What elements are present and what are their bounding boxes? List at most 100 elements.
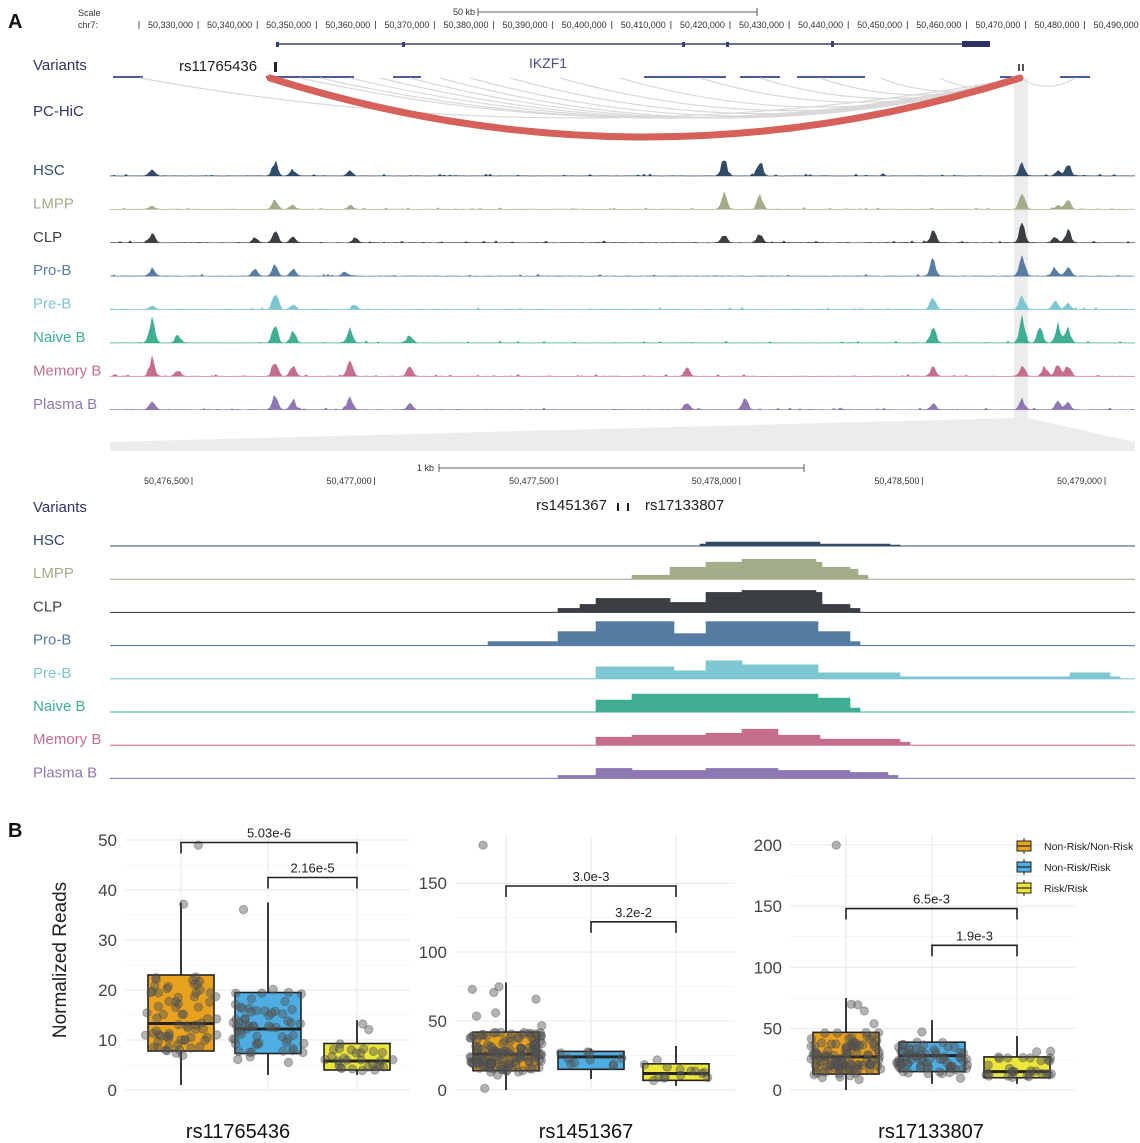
data-point [503,1048,513,1058]
data-point [653,1072,664,1083]
data-point [496,1027,506,1038]
data-point [506,1029,517,1039]
data-point [841,1049,851,1059]
data-point [556,1048,566,1058]
boxplot-rs11765436: 0 10 20 30 40 50 5.03e-6 2.16e-5 rs11765436 [98,826,410,1143]
y-tick-label: 20 [98,981,117,1000]
data-point [497,1049,507,1059]
data-point [178,1009,189,1019]
data-point [488,1064,499,1074]
data-point [497,1054,507,1064]
data-point [837,1064,848,1075]
data-point [473,1055,483,1065]
zoom-track-label: Naive B [33,698,86,715]
data-point [523,1028,533,1039]
data-point [1024,1071,1034,1082]
data-point [815,1052,825,1063]
data-point [925,1053,935,1064]
data-point [358,1019,368,1029]
data-point [471,1041,481,1052]
zoom-scale-label: 1 kb [417,463,434,473]
data-point [245,1052,255,1062]
zoom-track-signal [110,590,1135,613]
data-point [358,1044,369,1054]
data-point [900,1056,910,1066]
data-point [848,1041,859,1051]
data-point [608,1061,618,1071]
data-point [150,981,160,991]
data-point [465,1033,475,1043]
data-point [378,1062,389,1072]
data-point [235,1002,246,1012]
data-point [260,1006,270,1016]
data-point [251,1006,262,1016]
data-point [524,1042,535,1053]
data-point [834,1068,844,1079]
data-point [228,1018,239,1028]
data-point [335,1039,345,1049]
data-point [844,1065,854,1075]
data-point [608,1059,619,1069]
data-point [368,1060,378,1070]
data-point [993,1052,1004,1062]
y-tick-label: 100 [754,958,782,977]
data-point [504,1060,514,1070]
data-point [328,1044,339,1055]
data-point [902,1060,912,1070]
data-point [513,1067,524,1077]
data-point [845,1059,855,1070]
data-point [854,1074,864,1085]
data-point [189,979,199,990]
data-point [493,1055,504,1065]
data-point [937,1069,947,1079]
data-point [471,1011,482,1021]
data-point [893,1057,903,1068]
data-point [151,1026,162,1036]
data-point [529,1039,539,1050]
data-point [490,1046,500,1056]
data-point [1031,1066,1041,1076]
data-point [174,1045,185,1055]
significance-bracket [180,841,358,854]
data-point [176,1035,186,1045]
data-point [246,994,257,1004]
data-point [171,997,181,1007]
y-tick-label: 150 [754,897,782,916]
tick-label: 50,450,000 [857,20,902,30]
data-point [920,1049,930,1059]
data-point [660,1072,670,1082]
ikzf1-gene-model [276,41,990,47]
data-point [515,1052,525,1062]
data-point [502,1057,513,1068]
zoom-track-label: HSC [33,532,65,549]
data-point [864,1060,875,1070]
data-point [690,1066,700,1076]
data-point [230,999,241,1010]
data-point [810,1041,820,1051]
data-point [153,988,164,998]
data-point [482,1050,492,1060]
data-point [158,1009,168,1020]
data-point [355,1048,366,1058]
data-point [485,1041,496,1052]
y-tick-label: 50 [763,1020,782,1039]
data-point [480,1083,490,1094]
data-point [844,1033,854,1044]
data-point [841,1042,851,1053]
data-point [1008,1067,1018,1077]
data-point [569,1058,580,1068]
zoom-variant-right: rs17133807 [645,497,724,514]
p-value-label: 5.03e-6 [247,826,291,841]
data-point [180,1034,190,1045]
data-point [806,1034,817,1044]
data-point [283,987,294,998]
data-point [195,985,205,995]
data-point [147,986,158,997]
data-point [819,1067,829,1077]
data-point [277,1032,287,1042]
data-point [490,1048,501,1058]
data-point [835,1056,845,1067]
scale-bar-label: 50 kb [453,7,475,17]
data-point [234,1018,244,1028]
box [147,974,215,1052]
